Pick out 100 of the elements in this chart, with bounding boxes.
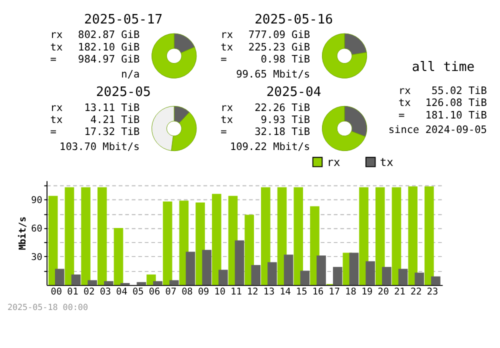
x-tick-label: 23 [426, 286, 438, 298]
bar [169, 280, 179, 285]
x-tick-label: 02 [83, 286, 95, 298]
bar [332, 266, 342, 285]
y-axis-title: Mbit/s [18, 216, 29, 250]
text: 0.98 TiB [260, 53, 310, 66]
chart-title: 2025-05-17 [84, 12, 163, 28]
bar [81, 187, 90, 285]
text: rx [50, 102, 63, 114]
bar [153, 281, 162, 285]
text: = [50, 126, 56, 138]
bar [64, 187, 74, 285]
donut-slice [322, 33, 368, 78]
bar [54, 268, 64, 285]
bar [97, 187, 107, 285]
text: 182.10 GiB [78, 41, 140, 54]
text: 22.26 TiB [254, 102, 310, 114]
x-tick-label: 17 [328, 286, 340, 298]
bar [375, 187, 385, 285]
text: 181.10 TiB [425, 109, 487, 122]
bar [294, 187, 304, 285]
y-tick-label: 90 [31, 194, 42, 206]
text: 4.21 TiB [90, 114, 140, 126]
text: since 2024-09-05 [388, 124, 487, 136]
x-tick-label: 21 [394, 286, 406, 298]
x-tick-label: 11 [230, 286, 242, 298]
text: 13.11 TiB [84, 102, 140, 114]
text: rx [50, 29, 63, 42]
bar [359, 187, 368, 285]
text: rx [398, 85, 411, 98]
text: 99.65 Mbit/s [236, 68, 310, 80]
x-tick-label: 04 [116, 286, 128, 298]
chart-title: 2025-04 [266, 84, 322, 100]
text: tx [398, 97, 411, 110]
bar [251, 265, 261, 285]
bar [212, 194, 222, 285]
bar [218, 270, 228, 285]
x-tick-label: 16 [312, 286, 324, 298]
x-tick-label: 12 [246, 286, 258, 298]
text: tx [220, 114, 233, 126]
text: tx [50, 41, 63, 54]
bar [366, 261, 375, 285]
bar [382, 266, 392, 285]
bar [261, 187, 270, 285]
x-tick-label: 10 [214, 286, 226, 298]
text: rx [220, 29, 233, 42]
bar [284, 254, 294, 285]
text: 32.18 TiB [254, 126, 310, 138]
x-tick-label: 08 [182, 286, 193, 298]
bar [71, 274, 81, 285]
bar [414, 272, 424, 285]
x-tick-label: 20 [378, 286, 390, 298]
bar [136, 282, 146, 285]
y-tick-label: 30 [31, 252, 42, 263]
x-tick-label: 03 [100, 286, 112, 298]
text: 126.08 TiB [425, 97, 487, 110]
x-tick-label: 18 [345, 286, 356, 298]
bar [244, 214, 254, 285]
text: 9.93 TiB [260, 114, 310, 126]
chart-title: 2025-05 [96, 84, 151, 100]
x-tick-label: 06 [148, 286, 160, 298]
bar [268, 262, 277, 285]
bar [186, 252, 196, 285]
text: 17.32 TiB [84, 126, 140, 138]
text: 109.22 Mbit/s [230, 140, 310, 153]
text: 777.09 GiB [248, 29, 310, 42]
donut-slice [152, 33, 197, 78]
text: tx [50, 114, 63, 126]
bar [114, 228, 124, 285]
legend-label: rx [326, 156, 341, 169]
bar [398, 268, 408, 285]
text: = [220, 126, 227, 138]
text: tx [220, 41, 233, 54]
x-tick-label: 00 [50, 286, 62, 298]
text: rx [220, 102, 233, 114]
text: 225.23 GiB [248, 41, 310, 54]
bar [88, 280, 97, 285]
bar [300, 270, 310, 285]
text: all time [412, 60, 475, 75]
y-tick-label: 60 [31, 223, 42, 234]
x-tick-label: 05 [132, 286, 144, 298]
text: 984.97 GiB [78, 53, 140, 66]
x-tick-label: 09 [198, 286, 210, 298]
text: = [50, 53, 56, 66]
bar [162, 202, 172, 285]
bar [104, 281, 114, 285]
x-tick-label: 13 [263, 286, 275, 298]
legend-label: tx [380, 156, 394, 169]
x-tick-label: 07 [165, 286, 176, 298]
bar [431, 276, 440, 285]
bar [202, 250, 212, 285]
x-tick-label: 22 [410, 286, 422, 298]
text: 103.70 Mbit/s [60, 140, 140, 153]
text: 2025-05-18 00:00 [7, 302, 88, 312]
chart-title: 2025-05-16 [254, 12, 333, 28]
text: = [398, 109, 405, 122]
bar [408, 186, 418, 285]
x-tick-label: 19 [361, 286, 373, 298]
x-tick-label: 01 [67, 286, 78, 298]
bar [424, 186, 434, 285]
